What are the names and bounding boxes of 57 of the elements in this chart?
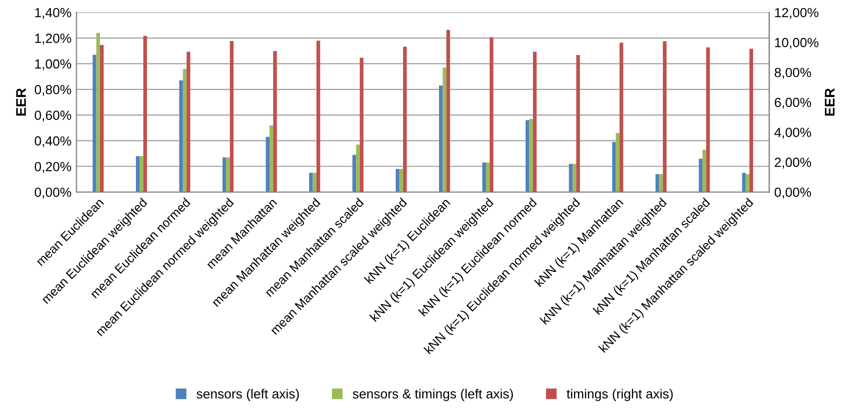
bar — [706, 47, 710, 192]
bar — [222, 157, 226, 192]
bar — [226, 157, 230, 192]
bar — [140, 156, 144, 192]
bar — [490, 37, 494, 192]
bar — [486, 162, 490, 192]
bar — [92, 54, 96, 192]
legend-label: timings (right axis) — [566, 388, 673, 402]
bar — [749, 48, 754, 192]
bar — [568, 164, 573, 192]
bar — [746, 174, 750, 192]
legend-label: sensors & timings (left axis) — [352, 388, 513, 402]
y-axis-title: EER — [16, 88, 26, 116]
bar — [659, 174, 663, 192]
bar — [273, 51, 277, 192]
bar — [612, 142, 616, 192]
y-tick-label: 0,60% — [34, 110, 72, 122]
y2-tick-label: 0,00% — [774, 188, 812, 199]
bar — [266, 136, 270, 192]
bar — [352, 154, 356, 192]
bar — [230, 40, 234, 192]
y2-tick-label: 4,00% — [774, 128, 812, 139]
bar — [316, 40, 320, 192]
bar — [399, 168, 404, 192]
bar — [312, 172, 316, 192]
legend-label: sensors (left axis) — [196, 388, 299, 402]
y-tick-label: 1,40% — [35, 8, 72, 19]
bar — [662, 41, 667, 192]
bar — [403, 46, 407, 192]
bar — [576, 55, 580, 192]
bar — [136, 156, 140, 192]
bar — [143, 36, 147, 192]
y2-axis-title: EER — [824, 88, 834, 116]
bar — [702, 150, 706, 192]
y-tick-label: 0,40% — [34, 136, 72, 148]
y2-tick-label: 8,00% — [774, 68, 812, 79]
bar — [655, 174, 660, 192]
y2-tick-label: 12,00% — [775, 8, 818, 19]
bar — [698, 158, 702, 192]
y2-tick-label: 2,00% — [774, 158, 812, 169]
bar — [526, 120, 530, 192]
bar — [179, 80, 183, 192]
bar — [396, 168, 400, 192]
bar — [482, 162, 486, 192]
bar — [439, 86, 443, 192]
y-tick-label: 0,20% — [34, 162, 72, 173]
bar — [620, 42, 624, 192]
y-tick-label: 1,00% — [35, 59, 72, 70]
y-tick-label: 0,80% — [34, 84, 72, 96]
bar — [360, 58, 364, 192]
y-tick-label: 1,20% — [35, 34, 72, 45]
bar — [572, 164, 576, 192]
bar — [309, 172, 313, 192]
bar — [742, 172, 746, 192]
y-tick-label: 0,00% — [34, 188, 72, 199]
y2-tick-label: 10,00% — [775, 38, 818, 49]
y2-tick-label: 6,00% — [774, 98, 812, 109]
